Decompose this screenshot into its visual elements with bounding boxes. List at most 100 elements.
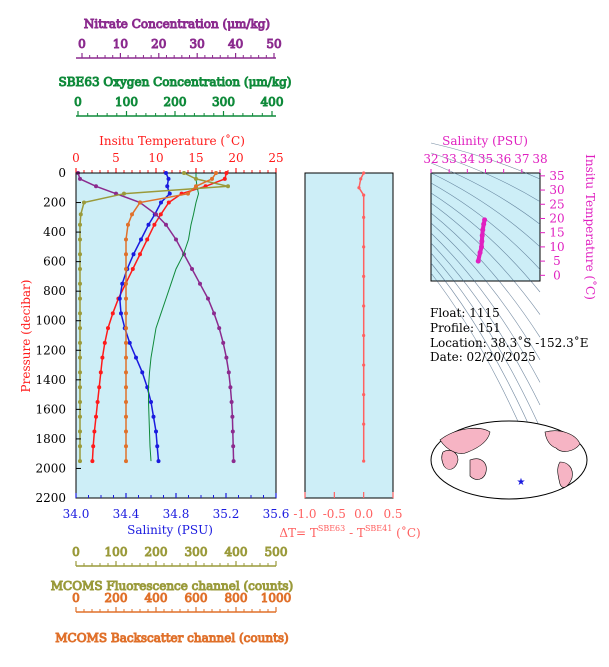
- ts-x-tick-label: 32: [423, 152, 438, 166]
- pressure-tick-label: 1800: [35, 432, 66, 446]
- pressure-tick-label: 800: [43, 284, 66, 298]
- backscatter-point: [186, 191, 190, 196]
- backscatter-point: [124, 355, 128, 360]
- delta-t-point: [362, 215, 366, 219]
- nitrate-point: [198, 281, 202, 286]
- pressure-tick-label: 0: [58, 166, 66, 180]
- oxygen-axis-tick-label: 0: [74, 95, 82, 109]
- delta-t-tick-label: -0.5: [323, 507, 346, 521]
- delta-t-point: [362, 274, 366, 279]
- ts-x-tick-label: 33: [442, 152, 457, 166]
- temperature-point: [158, 212, 163, 217]
- ts-y-tick-label: 0: [553, 268, 561, 282]
- oxygen-profile-line: [148, 173, 200, 462]
- fluorescence-point: [78, 222, 82, 227]
- pressure-tick-label: 1000: [35, 314, 66, 328]
- ts-title: Salinity (PSU): [442, 134, 528, 148]
- fluorescence-point: [78, 429, 82, 434]
- salinity-point: [117, 296, 122, 301]
- ts-point: [479, 238, 485, 244]
- fluorescence-point: [78, 459, 82, 464]
- nitrate-point: [217, 326, 222, 331]
- backscatter-axis-tick-label: 800: [225, 591, 248, 605]
- fluorescence-point: [78, 311, 82, 316]
- pressure-tick-label: 2000: [35, 461, 66, 475]
- fluorescence-point: [78, 252, 82, 257]
- salinity-point: [165, 184, 170, 189]
- salinity-point: [131, 252, 136, 257]
- ts-x-tick-label: 38: [532, 152, 547, 166]
- info-date: Date: 02/20/2025: [430, 350, 536, 364]
- backscatter-point: [124, 414, 128, 419]
- nitrate-point: [231, 444, 236, 449]
- temperature-point: [90, 459, 95, 464]
- backscatter-point: [124, 459, 128, 464]
- temperature-point: [130, 267, 135, 272]
- fluorescence-point: [78, 385, 82, 390]
- fluorescence-axis-tick-label: 500: [265, 545, 288, 559]
- ts-density-contour: [430, 232, 541, 383]
- backscatter-point: [138, 200, 142, 205]
- ts-y-tick-label: 10: [549, 240, 564, 254]
- nitrate-point: [190, 267, 194, 272]
- nitrate-axis-label: Nitrate Concentration (μm/kg): [84, 17, 270, 31]
- map-landmass-australia: [469, 458, 487, 480]
- salinity-point: [151, 414, 156, 419]
- temperature-axis-tick-label: 20: [228, 151, 243, 165]
- salinity-axis-tick-label: 34.8: [163, 507, 190, 521]
- backscatter-point: [124, 340, 128, 345]
- salinity-point: [119, 311, 123, 316]
- pressure-axis-label: Pressure (decibar): [19, 280, 33, 393]
- fluorescence-point: [78, 414, 82, 419]
- backscatter-axis-tick-label: 600: [185, 591, 208, 605]
- salinity-point: [127, 340, 132, 345]
- temperature-axis-tick-label: 5: [112, 151, 120, 165]
- ts-point: [477, 250, 483, 256]
- nitrate-point: [221, 340, 226, 345]
- nitrate-point: [228, 385, 233, 390]
- ts-point: [481, 221, 487, 227]
- delta-t-point: [362, 363, 366, 367]
- fluorescence-point: [78, 267, 82, 272]
- pressure-tick-label: 1600: [35, 402, 66, 416]
- world-map: ★: [430, 420, 588, 500]
- ts-y-tick-label: 35: [549, 169, 564, 183]
- oxygen-axis-tick-label: 400: [261, 95, 284, 109]
- pressure-tick-label: 600: [43, 255, 66, 269]
- ts-y-tick-label: 20: [549, 211, 564, 225]
- backscatter-axis-tick-label: 1000: [261, 591, 292, 605]
- salinity-axis-tick-label: 34.0: [63, 507, 90, 521]
- fluorescence-point: [182, 171, 186, 175]
- backscatter-point: [124, 444, 128, 449]
- backscatter-point: [214, 171, 218, 175]
- nitrate-point: [229, 399, 234, 404]
- delta-t-point: [362, 392, 366, 397]
- backscatter-point: [124, 370, 128, 375]
- ts-x-tick-label: 37: [514, 152, 529, 166]
- map-landmass-north-america: [544, 430, 581, 452]
- nitrate-axis-tick-label: 20: [151, 37, 166, 51]
- ts-density-contour: [430, 172, 541, 248]
- ts-y-tick-label: 25: [549, 197, 564, 211]
- ts-density-contour: [430, 252, 541, 428]
- profile-plot-area: [75, 172, 277, 499]
- ts-density-contour: [430, 182, 541, 270]
- fluorescence-axis-tick-label: 0: [72, 545, 80, 559]
- salinity-point: [139, 237, 143, 242]
- fluorescence-point: [78, 237, 82, 242]
- backscatter-point: [210, 176, 214, 181]
- nitrate-point: [206, 296, 210, 301]
- info-profile: Profile: 151: [430, 321, 501, 335]
- nitrate-point: [231, 459, 236, 464]
- temperature-point: [145, 237, 150, 242]
- fluorescence-point: [194, 176, 198, 181]
- ts-y-tick-label: 30: [549, 183, 564, 197]
- salinity-point: [156, 459, 161, 464]
- fluorescence-point: [78, 281, 82, 286]
- delta-t-point: [362, 422, 366, 426]
- temperature-point: [91, 444, 96, 449]
- salinity-point: [159, 200, 163, 205]
- backscatter-point: [124, 399, 128, 404]
- ts-point: [480, 227, 486, 233]
